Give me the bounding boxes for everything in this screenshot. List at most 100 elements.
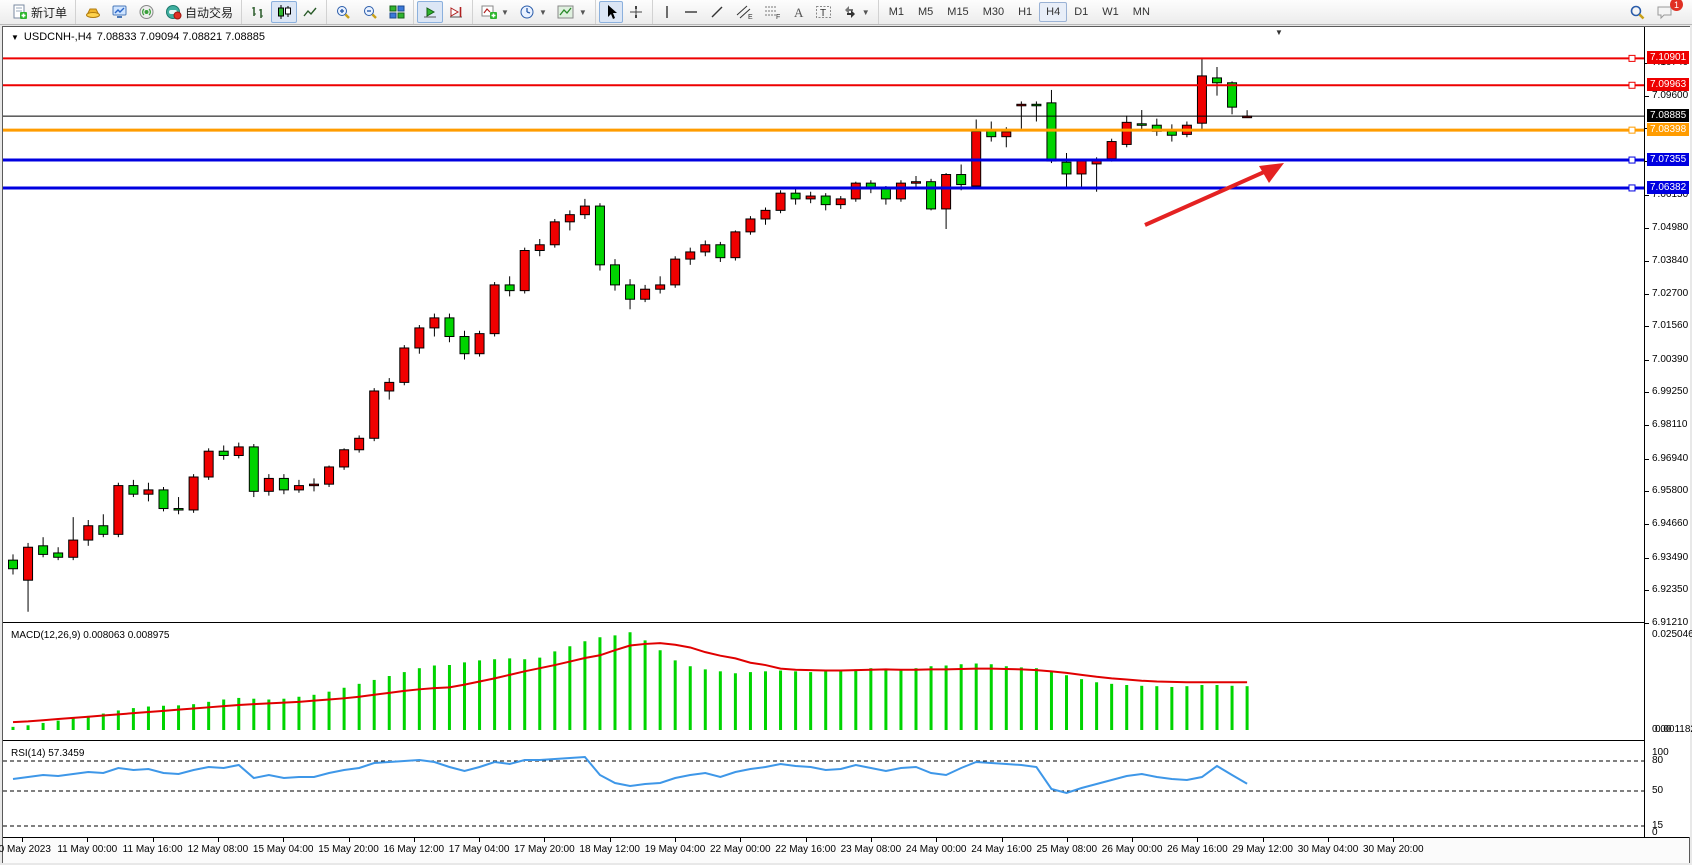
- bull-candle[interactable]: [534, 244, 545, 252]
- bull-candle[interactable]: [911, 181, 921, 184]
- bull-candle[interactable]: [399, 347, 410, 383]
- zoom-in-button[interactable]: [330, 1, 357, 23]
- tile-windows-button[interactable]: [384, 1, 410, 23]
- timeframe-m15[interactable]: M15: [947, 6, 969, 18]
- timeframe-mn[interactable]: MN: [1132, 6, 1150, 18]
- text-label-button[interactable]: T: [810, 1, 837, 23]
- bull-candle[interactable]: [685, 251, 696, 260]
- timeframe-m1[interactable]: M1: [888, 6, 904, 18]
- bull-candle[interactable]: [324, 466, 335, 485]
- text-button[interactable]: A: [786, 1, 810, 23]
- bull-candle[interactable]: [429, 317, 440, 329]
- line-chart-button[interactable]: [297, 1, 323, 23]
- line-handle[interactable]: [1628, 156, 1636, 164]
- bear-candle[interactable]: [173, 508, 184, 511]
- bull-candle[interactable]: [941, 174, 952, 210]
- bull-candle[interactable]: [489, 284, 500, 335]
- fibonacci-button[interactable]: F: [758, 1, 786, 23]
- bull-candle[interactable]: [519, 250, 530, 292]
- chart-shift-button[interactable]: [443, 1, 469, 23]
- bull-candle[interactable]: [1121, 121, 1132, 145]
- autotrading-button[interactable]: 自动交易: [160, 1, 238, 24]
- bull-candle[interactable]: [113, 485, 124, 535]
- bear-candle[interactable]: [98, 525, 109, 535]
- bull-candle[interactable]: [1196, 75, 1207, 124]
- bear-candle[interactable]: [278, 477, 289, 491]
- bull-candle[interactable]: [850, 182, 861, 200]
- rsi-pane[interactable]: [3, 745, 1644, 837]
- bear-candle[interactable]: [38, 545, 49, 555]
- notifications-button[interactable]: 1: [1651, 0, 1683, 23]
- bear-candle[interactable]: [1061, 161, 1072, 175]
- bull-candle[interactable]: [1016, 103, 1027, 107]
- bear-candle[interactable]: [1212, 77, 1222, 84]
- bear-candle[interactable]: [610, 264, 620, 286]
- bull-candle[interactable]: [655, 284, 666, 290]
- bull-candle[interactable]: [339, 449, 350, 468]
- bear-candle[interactable]: [158, 489, 169, 510]
- gold-button[interactable]: [79, 1, 106, 23]
- line-handle[interactable]: [1628, 81, 1636, 89]
- horizontal-line-button[interactable]: [678, 1, 704, 23]
- bull-candle[interactable]: [1076, 160, 1087, 175]
- bull-candle[interactable]: [805, 195, 816, 200]
- bear-candle[interactable]: [880, 188, 891, 200]
- bull-candle[interactable]: [369, 390, 380, 439]
- bull-candle[interactable]: [640, 288, 651, 300]
- macd-pane[interactable]: [3, 627, 1644, 739]
- bear-candle[interactable]: [1031, 103, 1042, 107]
- bear-candle[interactable]: [218, 450, 229, 456]
- timeframe-d1[interactable]: D1: [1074, 6, 1089, 18]
- line-handle[interactable]: [1628, 184, 1636, 192]
- timeframe-m30[interactable]: M30: [982, 6, 1005, 18]
- line-handle[interactable]: [1628, 126, 1636, 134]
- bear-candle[interactable]: [820, 195, 831, 206]
- candlestick-chart-button[interactable]: [271, 1, 298, 23]
- crosshair-button[interactable]: [623, 1, 649, 23]
- signals-button[interactable]: [133, 1, 160, 23]
- bear-candle[interactable]: [8, 559, 18, 570]
- chart-shift-marker[interactable]: ▼: [1275, 28, 1283, 37]
- bear-candle[interactable]: [248, 446, 259, 492]
- bull-candle[interactable]: [775, 192, 786, 211]
- bull-candle[interactable]: [203, 450, 214, 478]
- bear-candle[interactable]: [504, 284, 515, 292]
- new-order-button[interactable]: 新订单: [7, 1, 72, 24]
- bull-candle[interactable]: [700, 244, 711, 253]
- bull-candle[interactable]: [414, 327, 425, 349]
- time-axis[interactable]: 10 May 2023 11 May 00:00 11 May 16:00 12 Ma…: [0, 837, 1689, 863]
- quote-panel-toggle-icon[interactable]: ▼: [11, 32, 19, 42]
- equidistant-channel-button[interactable]: E: [730, 1, 758, 23]
- timeframe-m5[interactable]: M5: [918, 6, 934, 18]
- timeframe-h4[interactable]: H4: [1039, 2, 1068, 22]
- arrows-button[interactable]: ▼: [837, 1, 875, 23]
- bull-candle[interactable]: [745, 218, 756, 233]
- templates-button[interactable]: ▼: [552, 1, 592, 23]
- search-button[interactable]: [1624, 1, 1651, 24]
- price-chart-pane[interactable]: [3, 27, 1644, 621]
- bull-candle[interactable]: [670, 258, 681, 286]
- bear-candle[interactable]: [956, 174, 967, 186]
- bar-chart-button[interactable]: [245, 1, 271, 23]
- bull-candle[interactable]: [233, 446, 244, 456]
- bull-candle[interactable]: [384, 381, 395, 392]
- bear-candle[interactable]: [715, 244, 726, 259]
- bull-candle[interactable]: [354, 437, 365, 451]
- bull-candle[interactable]: [1001, 131, 1012, 138]
- bear-candle[interactable]: [1227, 82, 1238, 108]
- bull-candle[interactable]: [293, 485, 304, 491]
- bull-candle[interactable]: [835, 198, 846, 206]
- trend-arrow[interactable]: [1144, 163, 1284, 227]
- bull-candle[interactable]: [188, 476, 199, 511]
- bear-candle[interactable]: [1166, 130, 1177, 136]
- timeframe-w1[interactable]: W1: [1102, 6, 1119, 18]
- vertical-line-button[interactable]: [656, 1, 678, 23]
- indicators-button[interactable]: ▼: [476, 1, 514, 23]
- bear-candle[interactable]: [459, 336, 470, 355]
- cursor-button[interactable]: [598, 1, 623, 23]
- bull-candle[interactable]: [309, 483, 319, 487]
- bear-candle[interactable]: [625, 284, 636, 300]
- bull-candle[interactable]: [549, 221, 560, 246]
- bear-candle[interactable]: [1136, 123, 1147, 126]
- community-button[interactable]: [106, 1, 133, 23]
